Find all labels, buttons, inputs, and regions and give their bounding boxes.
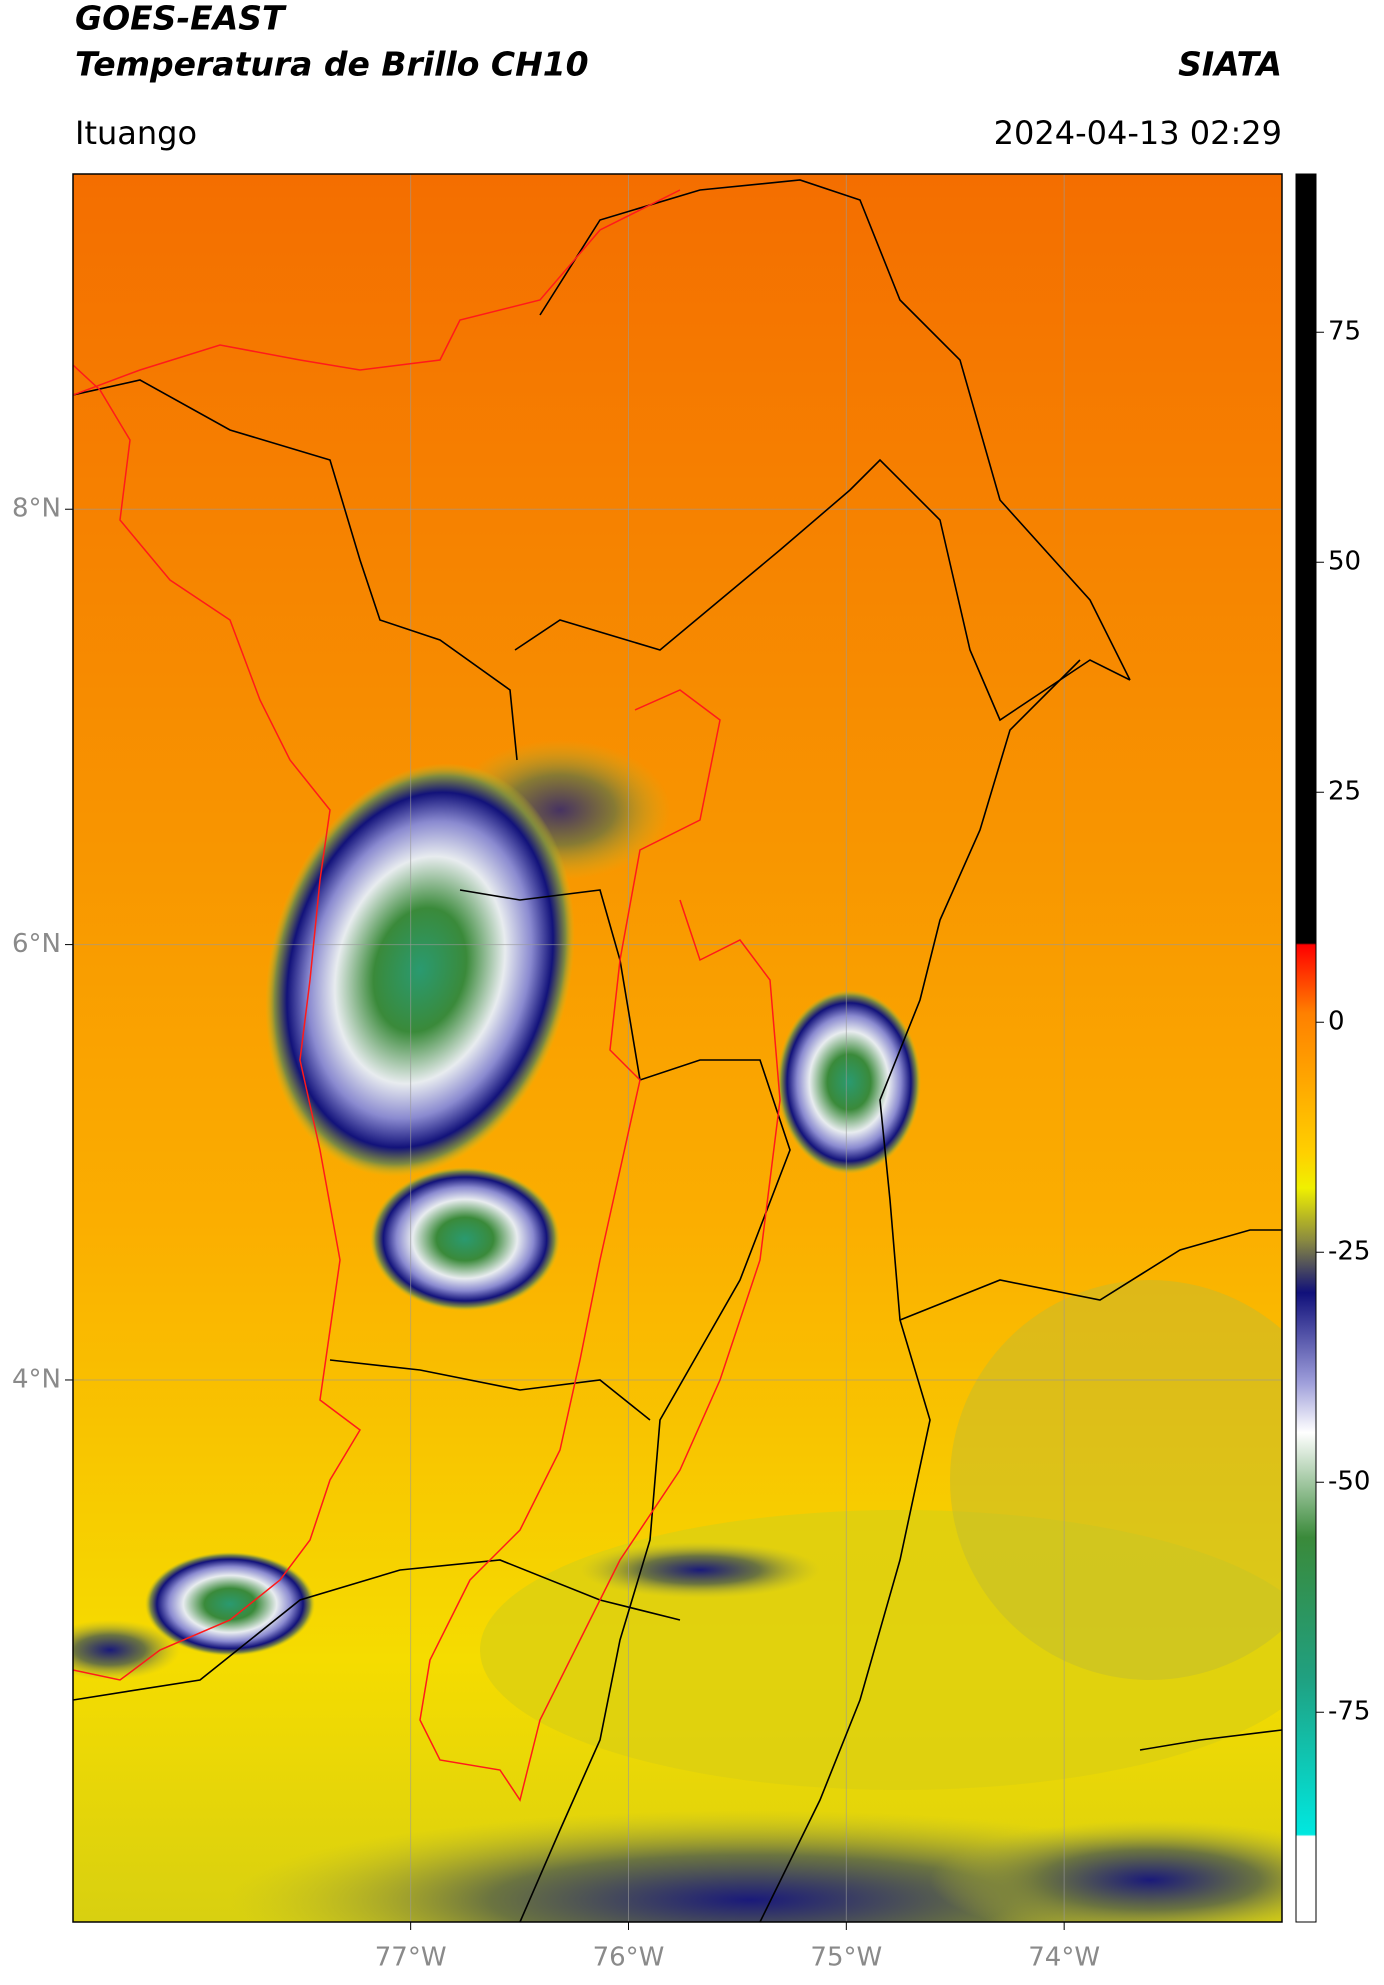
border (1139, 1729, 1282, 1751)
storm-cell (265, 763, 575, 1177)
y-tick-label: 6°N (12, 929, 61, 959)
border (329, 1359, 651, 1421)
y-tick-label: 8°N (12, 494, 61, 524)
cloud-band (73, 1620, 180, 1680)
coastline (73, 364, 361, 1681)
colorbar-tick-label: 50 (1328, 547, 1361, 577)
colorbar-tick-label: 25 (1328, 777, 1361, 807)
storm-cell (777, 990, 921, 1174)
x-tick-label: 74°W (1028, 1943, 1100, 1973)
colorbar-tick-label: 75 (1328, 317, 1361, 347)
border (73, 379, 518, 761)
x-tick-label: 76°W (593, 1943, 665, 1973)
x-tick-label: 75°W (810, 1943, 882, 1973)
location: Ituango (75, 114, 197, 152)
subtitle: Temperatura de Brillo CH10 (75, 45, 589, 84)
department-boundary (419, 689, 781, 1802)
border (759, 659, 1081, 1922)
datetime: 2024-04-13 02:29 (994, 114, 1282, 152)
colorbar-tick-label: -25 (1328, 1237, 1370, 1267)
cloud-band (580, 1542, 820, 1598)
y-tick-label: 4°N (12, 1364, 61, 1394)
border (514, 458, 1131, 722)
storm-cell (370, 1167, 560, 1311)
coastline (73, 189, 681, 396)
border (899, 1229, 1282, 1321)
map-image (73, 174, 1282, 1922)
map-frame (72, 173, 1283, 1923)
colorbar-tick-label: -75 (1328, 1697, 1370, 1727)
source: SIATA (1178, 45, 1282, 84)
title: GOES-EAST (75, 0, 287, 38)
colorbar-tick-label: 0 (1328, 1007, 1345, 1037)
colorbar-tick-label: -50 (1328, 1467, 1370, 1497)
cloud-haze (950, 1280, 1282, 1680)
cloud-band (930, 1820, 1282, 1922)
storm-cell (145, 1552, 315, 1656)
colorbar (1295, 173, 1317, 1923)
x-tick-label: 77°W (375, 1943, 447, 1973)
